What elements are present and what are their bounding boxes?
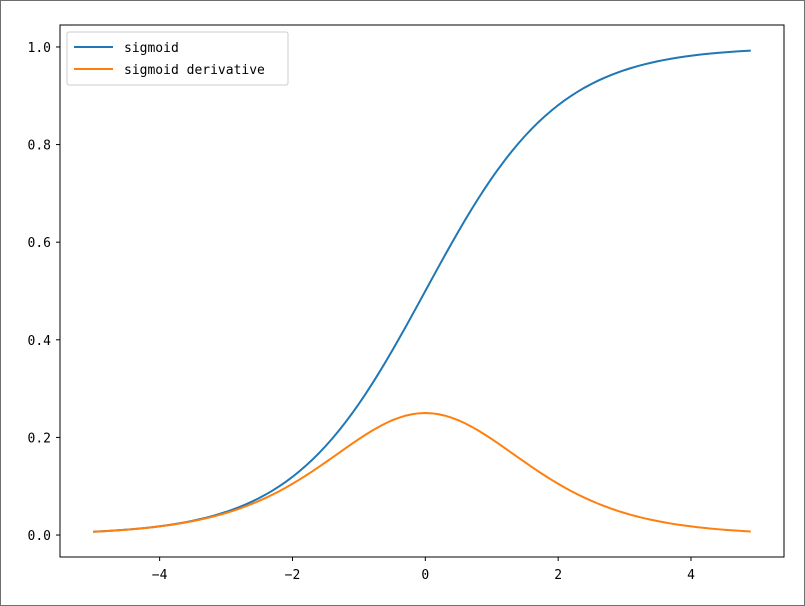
x-tick-label: 0 bbox=[421, 568, 429, 583]
x-tick-label: 2 bbox=[554, 568, 562, 583]
y-axis-ticks: 0.0 0.2 0.4 0.6 0.8 1.0 bbox=[28, 41, 60, 544]
y-tick-label: 0.8 bbox=[28, 139, 51, 154]
x-tick-label: −2 bbox=[285, 568, 301, 583]
legend: sigmoid sigmoid derivative bbox=[66, 31, 289, 86]
series-line-sigmoid-derivative bbox=[93, 412, 751, 533]
axes-box bbox=[59, 24, 785, 558]
series-group bbox=[93, 49, 751, 533]
y-tick-label: 0.0 bbox=[28, 529, 51, 544]
series-line-sigmoid bbox=[93, 49, 751, 533]
x-tick-label: 4 bbox=[687, 568, 695, 583]
x-tick-label: −4 bbox=[152, 568, 168, 583]
y-tick-label: 0.6 bbox=[28, 236, 51, 251]
y-tick-label: 0.4 bbox=[28, 334, 52, 349]
x-axis-ticks: −4 −2 0 2 4 bbox=[152, 557, 695, 583]
legend-box bbox=[66, 31, 289, 86]
legend-label-sigmoid-derivative: sigmoid derivative bbox=[124, 63, 265, 78]
y-tick-label: 0.2 bbox=[28, 431, 51, 446]
legend-label-sigmoid: sigmoid bbox=[124, 41, 179, 56]
y-tick-label: 1.0 bbox=[28, 41, 51, 56]
